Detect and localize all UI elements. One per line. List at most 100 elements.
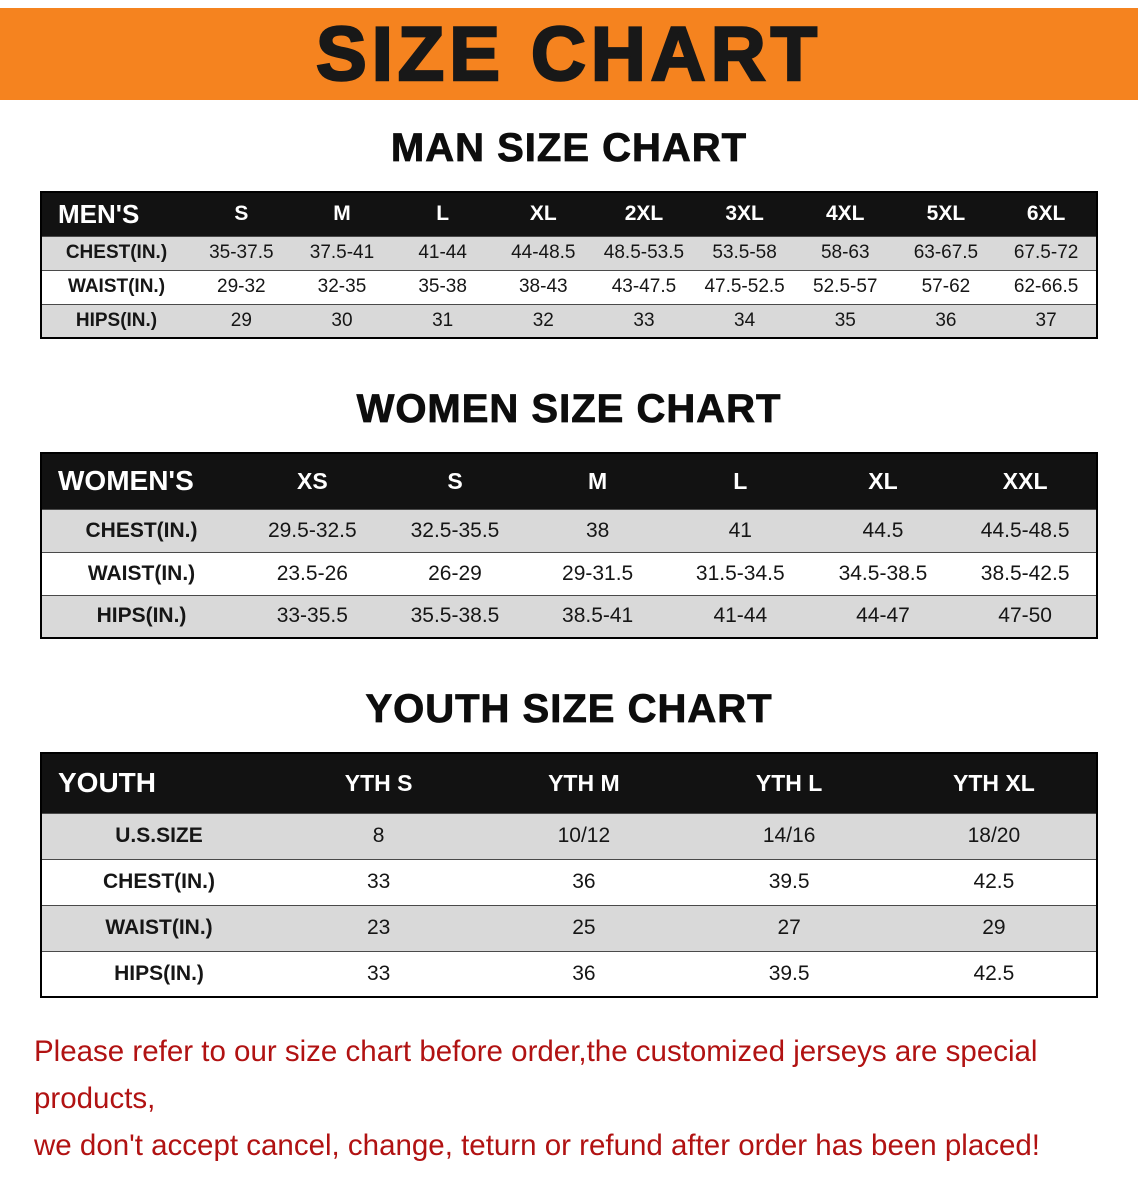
value-cell: 57-62	[921, 276, 971, 297]
value-cell: 10/12	[557, 824, 611, 847]
value-cell: 37	[1035, 309, 1057, 331]
value-cell: 42.5	[973, 870, 1015, 893]
size-header-cell: XS	[241, 453, 384, 509]
value-cell: 39.5	[768, 961, 810, 985]
measure-label-cell: CHEST(IN.)	[85, 518, 198, 542]
size-header-cell: YTH L	[686, 753, 892, 813]
value-cell: 26-29	[428, 561, 482, 585]
disclaimer-line-2: we don't accept cancel, change, teturn o…	[34, 1129, 1040, 1163]
measure-label-cell: U.S.SIZE	[115, 824, 203, 847]
value-cell: 35.5-38.5	[410, 604, 500, 628]
value-cell: 33-35.5	[276, 604, 348, 628]
value-cell: 38.5-42.5	[980, 561, 1070, 585]
size-header-cell: 5XL	[895, 192, 997, 236]
man-size-chart-section: MAN SIZE CHART MEN'S S M L XL 2XL 3XL 4XL 5XL 6XL…	[0, 126, 1138, 339]
disclaimer: Please refer to our size chart before or…	[0, 1028, 1138, 1190]
value-cell: 41-44	[418, 242, 467, 263]
table-row: HIPS(IN.) 29 30 31 32 33 34 35 36 37	[41, 304, 1097, 338]
value-cell: 36	[572, 870, 596, 893]
table-header-row: MEN'S S M L XL 2XL 3XL 4XL 5XL 6XL	[41, 192, 1097, 236]
size-header-cell: S	[383, 453, 527, 509]
measure-label-cell: WAIST(IN.)	[105, 916, 213, 939]
youth-size-chart-section: YOUTH SIZE CHART YOUTH YTH S YTH M YTH L YTH…	[0, 687, 1138, 998]
youth-size-chart-heading: YOUTH SIZE CHART	[365, 687, 773, 732]
value-cell: 30	[331, 309, 353, 331]
table-row: CHEST(IN.) 35-37.5 37.5-41 41-44 44-48.5 48.5…	[41, 236, 1097, 270]
value-cell: 34	[734, 309, 756, 331]
table-title-cell: MEN'S	[41, 192, 191, 236]
value-cell: 38-43	[518, 276, 568, 297]
table-row: HIPS(IN.) 33 36 39.5 42.5	[41, 951, 1097, 997]
value-cell: 23	[366, 916, 391, 939]
size-header-cell: YTH S	[276, 753, 482, 813]
value-cell: 27	[777, 916, 801, 939]
value-cell: 63-67.5	[913, 242, 979, 263]
size-header-cell: L	[392, 192, 493, 236]
value-cell: 29-32	[217, 276, 266, 297]
value-cell: 44-47	[856, 604, 910, 628]
man-size-chart-heading: MAN SIZE CHART	[390, 126, 748, 171]
value-cell: 32	[532, 309, 554, 331]
value-cell: 52.5-57	[813, 276, 878, 297]
value-cell: 32-35	[317, 276, 367, 297]
value-cell: 32.5-35.5	[410, 518, 500, 542]
table-title-cell: YOUTH	[41, 753, 276, 813]
value-cell: 47-50	[998, 604, 1052, 628]
size-header-cell: YTH XL	[891, 753, 1097, 813]
value-cell: 41	[728, 518, 752, 542]
value-cell: 41-44	[713, 604, 768, 628]
value-cell: 36	[935, 309, 957, 331]
value-cell: 35-38	[418, 276, 467, 297]
disclaimer-line-1: Please refer to our size chart before or…	[34, 1035, 1038, 1116]
value-cell: 58-63	[820, 242, 870, 263]
table-row: WAIST(IN.) 23 25 27 29	[41, 905, 1097, 951]
table-row: WAIST(IN.) 23.5-26 26-29 29-31.5 31.5-34.5 34…	[41, 552, 1097, 595]
value-cell: 35	[834, 309, 856, 331]
value-cell: 44-48.5	[511, 242, 576, 263]
value-cell: 29.5-32.5	[267, 518, 357, 542]
value-cell: 33	[633, 309, 655, 331]
measure-label-cell: HIPS(IN.)	[114, 961, 204, 985]
size-header-cell: 2XL	[593, 192, 695, 236]
value-cell: 53.5-58	[712, 242, 777, 263]
value-cell: 36	[572, 961, 596, 985]
size-header-cell: YTH M	[481, 753, 687, 813]
value-cell: 43-47.5	[611, 276, 677, 297]
value-cell: 42.5	[973, 961, 1015, 985]
measure-label-cell: WAIST(IN.)	[67, 276, 166, 297]
measure-label-cell: HIPS(IN.)	[96, 604, 187, 628]
value-cell: 29	[982, 916, 1006, 939]
measure-label-cell: WAIST(IN.)	[87, 561, 196, 585]
value-cell: 47.5-52.5	[704, 276, 785, 297]
table-row: WAIST(IN.) 29-32 32-35 35-38 38-43 43-47.5 47.…	[41, 270, 1097, 304]
value-cell: 31.5-34.5	[695, 561, 785, 585]
size-header-cell: L	[668, 453, 812, 509]
value-cell: 23.5-26	[276, 561, 348, 585]
table-row: CHEST(IN.) 33 36 39.5 42.5	[41, 859, 1097, 905]
size-header-cell: 4XL	[794, 192, 896, 236]
size-header-cell: M	[526, 453, 669, 509]
value-cell: 44.5	[862, 518, 904, 542]
value-cell: 29-31.5	[562, 561, 634, 585]
size-header-cell: XL	[811, 453, 955, 509]
women-size-chart-heading: WOMEN SIZE CHART	[356, 387, 782, 432]
women-size-chart-section: WOMEN SIZE CHART WOMEN'S XS S M L XL XXL CHEST(…	[0, 387, 1138, 639]
youth-size-table: YOUTH YTH S YTH M YTH L YTH XL U.S.SIZE 8 10/12…	[40, 752, 1098, 998]
value-cell: 33	[366, 961, 391, 985]
banner-title: SIZE CHART	[315, 10, 822, 98]
mens-size-table: MEN'S S M L XL 2XL 3XL 4XL 5XL 6XL CHEST(IN.) 35-37…	[40, 191, 1098, 339]
value-cell: 35-37.5	[209, 242, 274, 263]
value-cell: 25	[572, 916, 596, 939]
womens-size-table: WOMEN'S XS S M L XL XXL CHEST(IN.) 29.5-32.5 32.5…	[40, 452, 1098, 639]
value-cell: 33	[366, 870, 391, 893]
value-cell: 34.5-38.5	[838, 561, 928, 585]
size-header-cell: XL	[492, 192, 594, 236]
measure-label-cell: HIPS(IN.)	[75, 309, 158, 331]
table-row: CHEST(IN.) 29.5-32.5 32.5-35.5 38 41 44.5 44.5…	[41, 509, 1097, 552]
value-cell: 67.5-72	[1013, 242, 1079, 263]
measure-label-cell: CHEST(IN.)	[103, 870, 215, 893]
size-header-cell: 6XL	[996, 192, 1097, 236]
value-cell: 38.5-41	[562, 604, 634, 628]
size-header-cell: 3XL	[694, 192, 795, 236]
